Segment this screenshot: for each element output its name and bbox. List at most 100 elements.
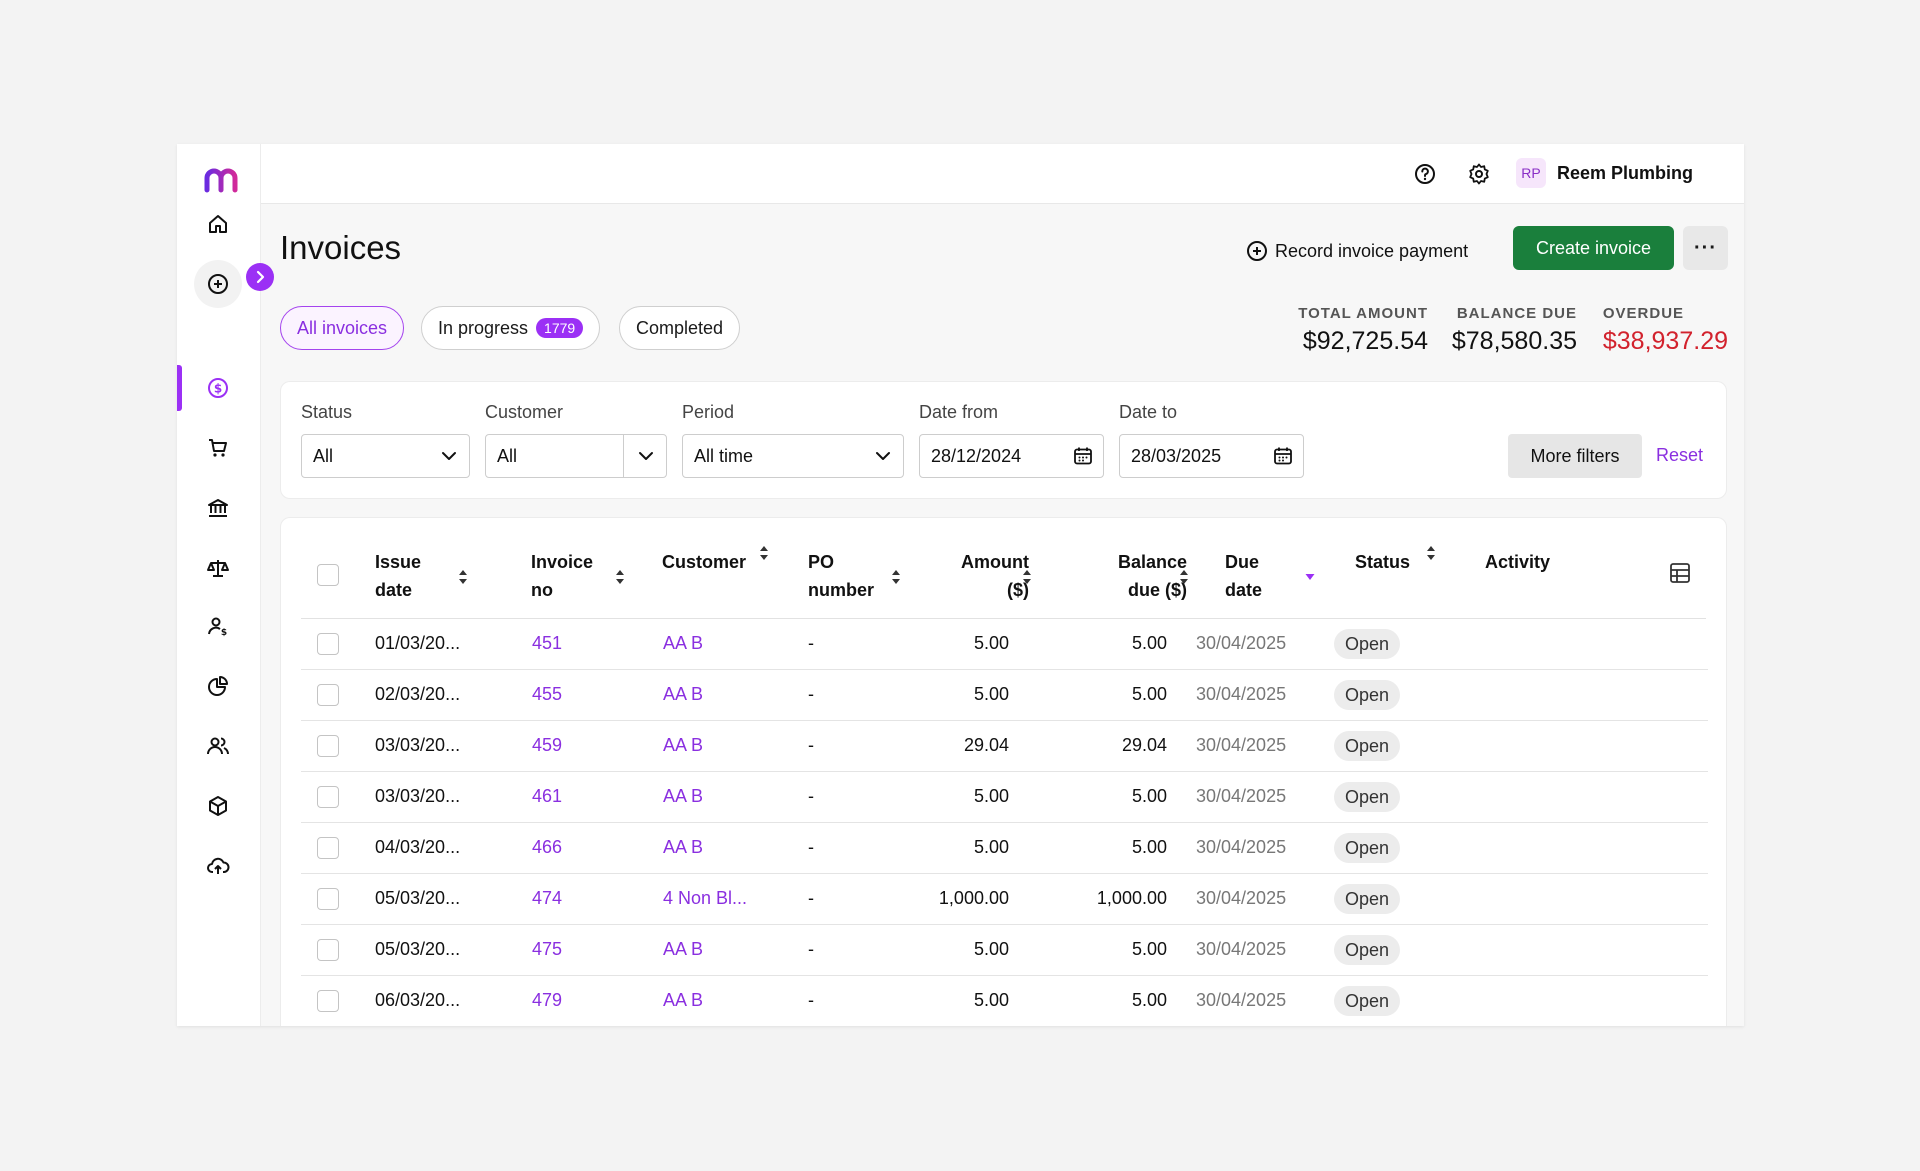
tab-in-progress[interactable]: In progress 1779 [421, 306, 601, 350]
reset-link[interactable]: Reset [1656, 445, 1704, 465]
overdue-value: $38,937.29 [1602, 327, 1728, 355]
calendar-icon[interactable] [1273, 446, 1293, 466]
sidebar-item-home[interactable] [194, 200, 242, 248]
row-checkbox[interactable] [317, 735, 339, 757]
column-header-due-date[interactable]: Due date [1225, 548, 1262, 604]
column-header-invoice-no[interactable]: Invoice no [531, 548, 593, 604]
customer-select[interactable]: All [485, 434, 667, 478]
invoice-number-link[interactable]: 459 [532, 735, 563, 755]
column-header-amount[interactable]: Amount ($) [921, 548, 1029, 604]
issue-date-cell: 01/03/20... [375, 633, 461, 653]
row-checkbox[interactable] [317, 786, 339, 808]
table-row[interactable]: 05/03/20... 475 AA B - 5.00 5.00 30/04/2025 Ope… [301, 925, 1708, 976]
table-row[interactable]: 03/03/20... 459 AA B - 29.04 29.04 30/04/2025 O… [301, 721, 1708, 772]
customer-link[interactable]: 4 Non Bl... [663, 888, 748, 908]
sidebar-item-contacts[interactable] [194, 722, 242, 770]
customer-link[interactable]: AA B [663, 939, 704, 959]
column-header-po-number[interactable]: PO number [808, 548, 874, 604]
sidebar-expand-button[interactable] [246, 263, 274, 291]
sidebar-item-add[interactable] [194, 260, 242, 308]
issue-date-cell: 05/03/20... [375, 888, 461, 908]
row-checkbox[interactable] [317, 684, 339, 706]
invoice-number-link[interactable]: 466 [532, 837, 563, 857]
cloud-upload-icon [207, 857, 230, 874]
customer-link[interactable]: AA B [663, 990, 704, 1010]
date-from-input[interactable]: 28/12/2024 [919, 434, 1104, 478]
more-actions-button[interactable]: ··· [1683, 226, 1728, 270]
customer-link[interactable]: AA B [663, 837, 704, 857]
column-header-customer[interactable]: Customer [662, 548, 746, 576]
sidebar-item-invoices[interactable]: $ [194, 364, 242, 412]
settings-button[interactable] [1465, 160, 1493, 188]
invoice-number-link[interactable]: 451 [532, 633, 563, 653]
tab-label: Completed [636, 317, 724, 338]
row-checkbox[interactable] [317, 633, 339, 655]
sort-icon[interactable] [759, 544, 769, 562]
invoice-number-link[interactable]: 461 [532, 786, 563, 806]
customer-link[interactable]: AA B [663, 633, 704, 653]
period-select[interactable]: All time [682, 434, 904, 478]
column-header-status[interactable]: Status [1355, 548, 1410, 576]
sort-descending-icon[interactable] [1305, 570, 1315, 588]
row-checkbox[interactable] [317, 888, 339, 910]
row-checkbox[interactable] [317, 837, 339, 859]
sidebar-item-uploads[interactable] [194, 842, 242, 890]
sidebar-item-banking[interactable] [194, 484, 242, 532]
column-header-issue-date[interactable]: Issue date [375, 548, 421, 604]
invoice-number-link[interactable]: 479 [532, 990, 563, 1010]
sort-icon[interactable] [1022, 568, 1032, 586]
pie-chart-icon [208, 676, 228, 696]
help-icon [1415, 164, 1435, 184]
table-row[interactable]: 06/03/20... 479 AA B - 5.00 5.00 30/04/2025 Ope… [301, 976, 1708, 1026]
select-divider [623, 435, 624, 477]
invoice-number-link[interactable]: 455 [532, 684, 563, 704]
po-number-cell: - [808, 888, 814, 908]
tab-all-invoices[interactable]: All invoices [280, 306, 405, 350]
total-amount-value: $92,725.54 [1302, 327, 1428, 355]
due-date-cell: 30/04/2025 [1196, 684, 1287, 704]
customer-link[interactable]: AA B [663, 684, 704, 704]
table-row[interactable]: 03/03/20... 461 AA B - 5.00 5.00 30/04/2025 Ope… [301, 772, 1708, 823]
company-name[interactable]: Reem Plumbing [1557, 163, 1694, 183]
table-row[interactable]: 01/03/20... 451 AA B - 5.00 5.00 30/04/2025 Ope… [301, 619, 1708, 670]
select-all-checkbox[interactable] [317, 564, 339, 586]
customer-link[interactable]: AA B [663, 786, 704, 806]
sort-icon[interactable] [615, 568, 625, 586]
sort-icon[interactable] [1179, 568, 1189, 586]
table-row[interactable]: 02/03/20... 455 AA B - 5.00 5.00 30/04/2025 Ope… [301, 670, 1708, 721]
sidebar-item-inventory[interactable] [194, 782, 242, 830]
row-checkbox[interactable] [317, 939, 339, 961]
table-columns-icon[interactable] [1669, 562, 1691, 584]
main-content: Invoices Record invoice payment Create i… [261, 204, 1744, 1026]
sidebar-item-payroll[interactable]: $ [194, 602, 242, 650]
customer-link[interactable]: AA B [663, 735, 704, 755]
invoice-number-link[interactable]: 474 [532, 888, 563, 908]
brand-logo[interactable] [204, 164, 238, 194]
tab-completed[interactable]: Completed [619, 306, 741, 350]
issue-date-cell: 05/03/20... [375, 939, 461, 959]
chevron-right-icon [256, 270, 265, 284]
more-filters-button[interactable]: More filters [1508, 434, 1642, 478]
help-button[interactable] [1411, 160, 1439, 188]
table-row[interactable]: 05/03/20... 474 4 Non Bl... - 1,000.00 1,000.… [301, 874, 1708, 925]
sort-icon[interactable] [891, 568, 901, 586]
sidebar-item-purchases[interactable] [194, 424, 242, 472]
row-checkbox[interactable] [317, 990, 339, 1012]
table-row[interactable]: 04/03/20... 466 AA B - 5.00 5.00 30/04/2025 Ope… [301, 823, 1708, 874]
record-invoice-payment-button[interactable]: Record invoice payment [1246, 236, 1468, 266]
invoice-number-link[interactable]: 475 [532, 939, 563, 959]
calendar-icon[interactable] [1073, 446, 1093, 466]
cart-icon [209, 439, 227, 457]
create-invoice-button[interactable]: Create invoice [1513, 226, 1674, 270]
status-badge: Open [1334, 731, 1401, 761]
sort-icon[interactable] [1426, 544, 1436, 562]
overdue-summary: OVERDUE $38,937.29 [1603, 305, 1728, 356]
sidebar-item-accounting[interactable] [194, 544, 242, 592]
date-to-input[interactable]: 28/03/2025 [1119, 434, 1304, 478]
avatar[interactable]: RP [1516, 158, 1546, 188]
status-select[interactable]: All [301, 434, 470, 478]
sidebar-item-reports[interactable] [194, 662, 242, 710]
column-header-balance-due[interactable]: Balance due ($) [1071, 548, 1187, 604]
sort-icon[interactable] [458, 568, 468, 586]
po-number-cell: - [808, 990, 814, 1010]
